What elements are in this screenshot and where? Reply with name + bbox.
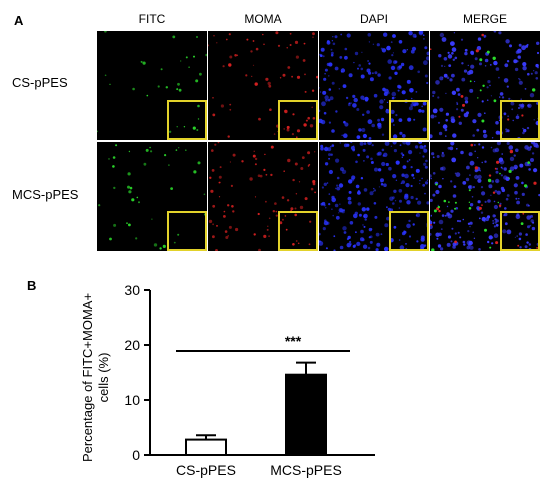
- zoom-inset-box: [278, 211, 318, 251]
- bar-cs-ppes: [185, 438, 227, 457]
- zoom-inset-box: [500, 100, 540, 140]
- column-header-moma: MOMA: [244, 12, 282, 26]
- x-tick-label: CS-pPES: [176, 462, 236, 478]
- bar-mcs-ppes: [285, 373, 327, 456]
- column-header-dapi: DAPI: [359, 12, 388, 26]
- zoom-inset-box: [167, 211, 207, 251]
- panel-b-letter: B: [27, 278, 37, 293]
- micrograph-merge-row2: [430, 142, 540, 251]
- y-tick-label: 20: [124, 337, 140, 353]
- micrograph-dapi-row1: [319, 31, 429, 140]
- y-tick-label: 0: [132, 447, 140, 463]
- micrograph-merge-row1: [430, 31, 540, 140]
- micrograph-dapi-row2: [319, 142, 429, 251]
- micrograph-moma-row1: [208, 31, 318, 140]
- column-header-merge: MERGE: [462, 12, 507, 26]
- zoom-inset-box: [167, 100, 207, 140]
- significance-stars: ***: [285, 333, 302, 349]
- micrograph-moma-row2: [208, 142, 318, 251]
- y-tick-label: 30: [124, 282, 140, 298]
- row-label-mcs-ppes: MCS-pPES: [12, 187, 79, 202]
- zoom-inset-box: [278, 100, 318, 140]
- zoom-inset-box: [500, 211, 540, 251]
- micrograph-fitc-row1: [97, 31, 207, 140]
- row-label-cs-ppes: CS-pPES: [12, 75, 68, 90]
- micrograph-fitc-row2: [97, 142, 207, 251]
- zoom-inset-box: [389, 211, 429, 251]
- panel-a-letter: A: [14, 13, 24, 28]
- x-tick-label: MCS-pPES: [270, 462, 342, 478]
- column-header-fitc: FITC: [138, 12, 166, 26]
- bar-chart: 0 10 20 30 Percentage of FITC+MOMA+cells (%)…: [80, 282, 375, 478]
- y-axis-label: Percentage of FITC+MOMA+cells (%): [80, 293, 111, 462]
- y-tick-label: 10: [124, 392, 140, 408]
- zoom-inset-box: [389, 100, 429, 140]
